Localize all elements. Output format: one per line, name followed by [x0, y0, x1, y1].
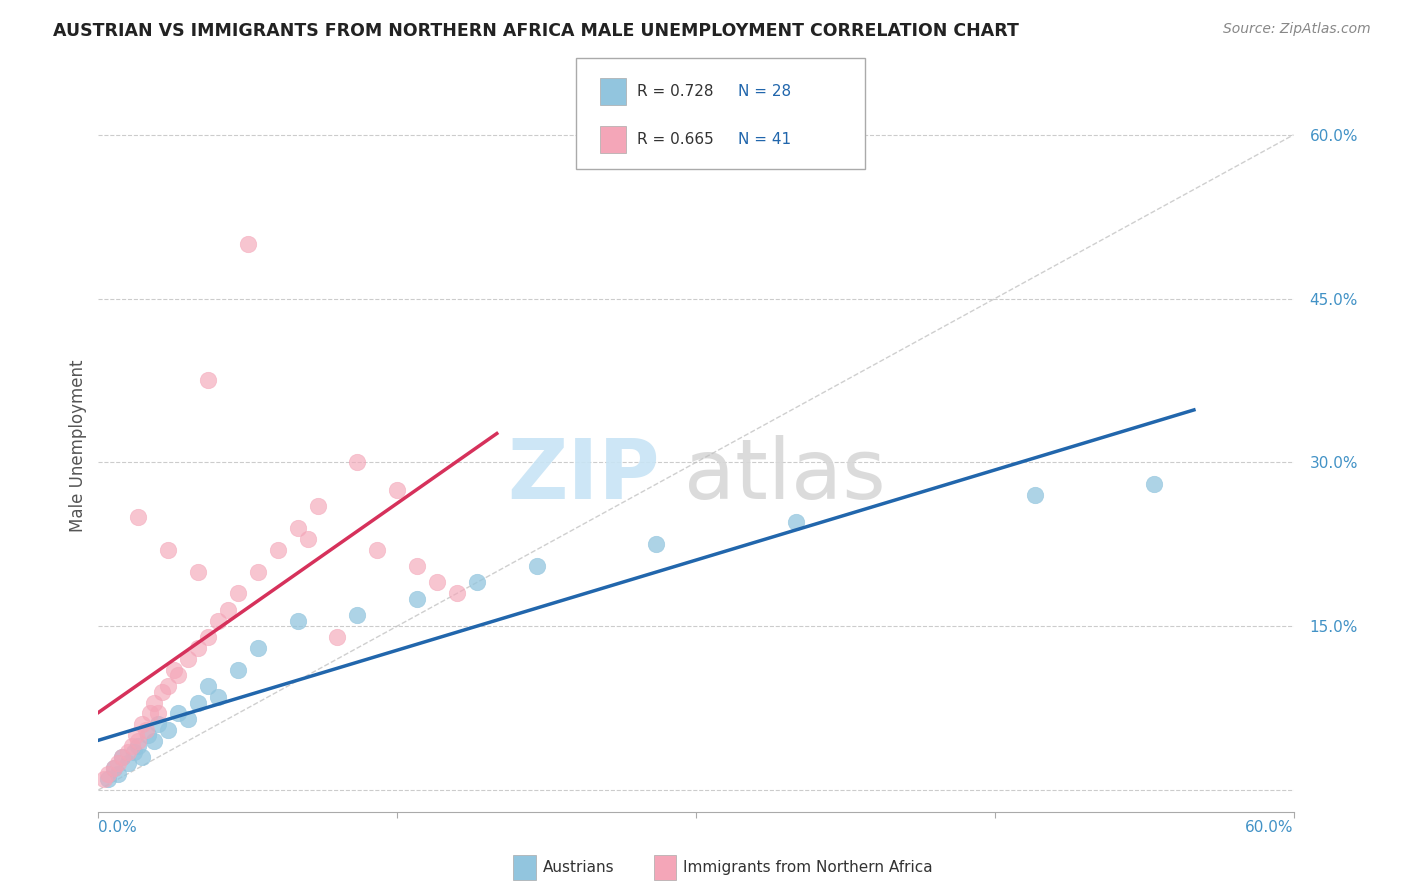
Point	[645, 537, 668, 551]
Point	[163, 663, 186, 677]
Point	[346, 455, 368, 469]
Point	[287, 614, 309, 628]
Point	[167, 706, 190, 721]
Text: ZIP: ZIP	[508, 434, 661, 516]
Text: AUSTRIAN VS IMMIGRANTS FROM NORTHERN AFRICA MALE UNEMPLOYMENT CORRELATION CHART: AUSTRIAN VS IMMIGRANTS FROM NORTHERN AFR…	[53, 22, 1019, 40]
Point	[267, 542, 290, 557]
Text: R = 0.665: R = 0.665	[637, 132, 724, 147]
Point	[297, 532, 319, 546]
Point	[103, 761, 125, 775]
Point	[107, 756, 129, 770]
Text: 60.0%: 60.0%	[1246, 821, 1294, 836]
Text: atlas: atlas	[685, 434, 886, 516]
Point	[226, 586, 249, 600]
Point	[326, 630, 349, 644]
Point	[207, 690, 229, 704]
Point	[131, 717, 153, 731]
Text: 0.0%: 0.0%	[98, 821, 138, 836]
Point	[111, 750, 134, 764]
Point	[143, 696, 166, 710]
Point	[107, 766, 129, 780]
Point	[143, 733, 166, 747]
Point	[207, 614, 229, 628]
Point	[197, 374, 219, 388]
Text: Source: ZipAtlas.com: Source: ZipAtlas.com	[1223, 22, 1371, 37]
Text: Immigrants from Northern Africa: Immigrants from Northern Africa	[683, 860, 934, 874]
Point	[125, 728, 148, 742]
Point	[446, 586, 468, 600]
Point	[131, 750, 153, 764]
Point	[197, 630, 219, 644]
Point	[366, 542, 388, 557]
Point	[226, 663, 249, 677]
Point	[157, 679, 180, 693]
Point	[406, 591, 429, 606]
Point	[148, 706, 170, 721]
Point	[197, 679, 219, 693]
Point	[157, 723, 180, 737]
Point	[135, 723, 157, 737]
Point	[117, 745, 139, 759]
Point	[139, 706, 162, 721]
Point	[526, 559, 548, 574]
Point	[236, 237, 259, 252]
Point	[127, 510, 149, 524]
Point	[246, 565, 269, 579]
Point	[136, 728, 159, 742]
Point	[346, 608, 368, 623]
Point	[1024, 488, 1046, 502]
Point	[785, 516, 807, 530]
Point	[148, 717, 170, 731]
Point	[426, 575, 449, 590]
Point	[465, 575, 488, 590]
Point	[124, 745, 146, 759]
Point	[187, 696, 209, 710]
Point	[307, 499, 329, 513]
Point	[177, 712, 200, 726]
Point	[406, 559, 429, 574]
Point	[167, 668, 190, 682]
Y-axis label: Male Unemployment: Male Unemployment	[69, 359, 87, 533]
Point	[150, 684, 173, 698]
Point	[93, 772, 115, 786]
Point	[385, 483, 409, 497]
Point	[111, 750, 134, 764]
Point	[97, 772, 120, 786]
Point	[103, 761, 125, 775]
Point	[246, 640, 269, 655]
Point	[187, 565, 209, 579]
Point	[287, 521, 309, 535]
Point	[121, 739, 143, 754]
Point	[97, 766, 120, 780]
Point	[157, 542, 180, 557]
Text: R = 0.728: R = 0.728	[637, 84, 723, 99]
Point	[187, 640, 209, 655]
Point	[117, 756, 139, 770]
Point	[127, 733, 149, 747]
Point	[1143, 477, 1166, 491]
Text: N = 28: N = 28	[738, 84, 792, 99]
Text: Austrians: Austrians	[543, 860, 614, 874]
Point	[127, 739, 149, 754]
Text: N = 41: N = 41	[738, 132, 792, 147]
Point	[177, 652, 200, 666]
Point	[217, 603, 239, 617]
